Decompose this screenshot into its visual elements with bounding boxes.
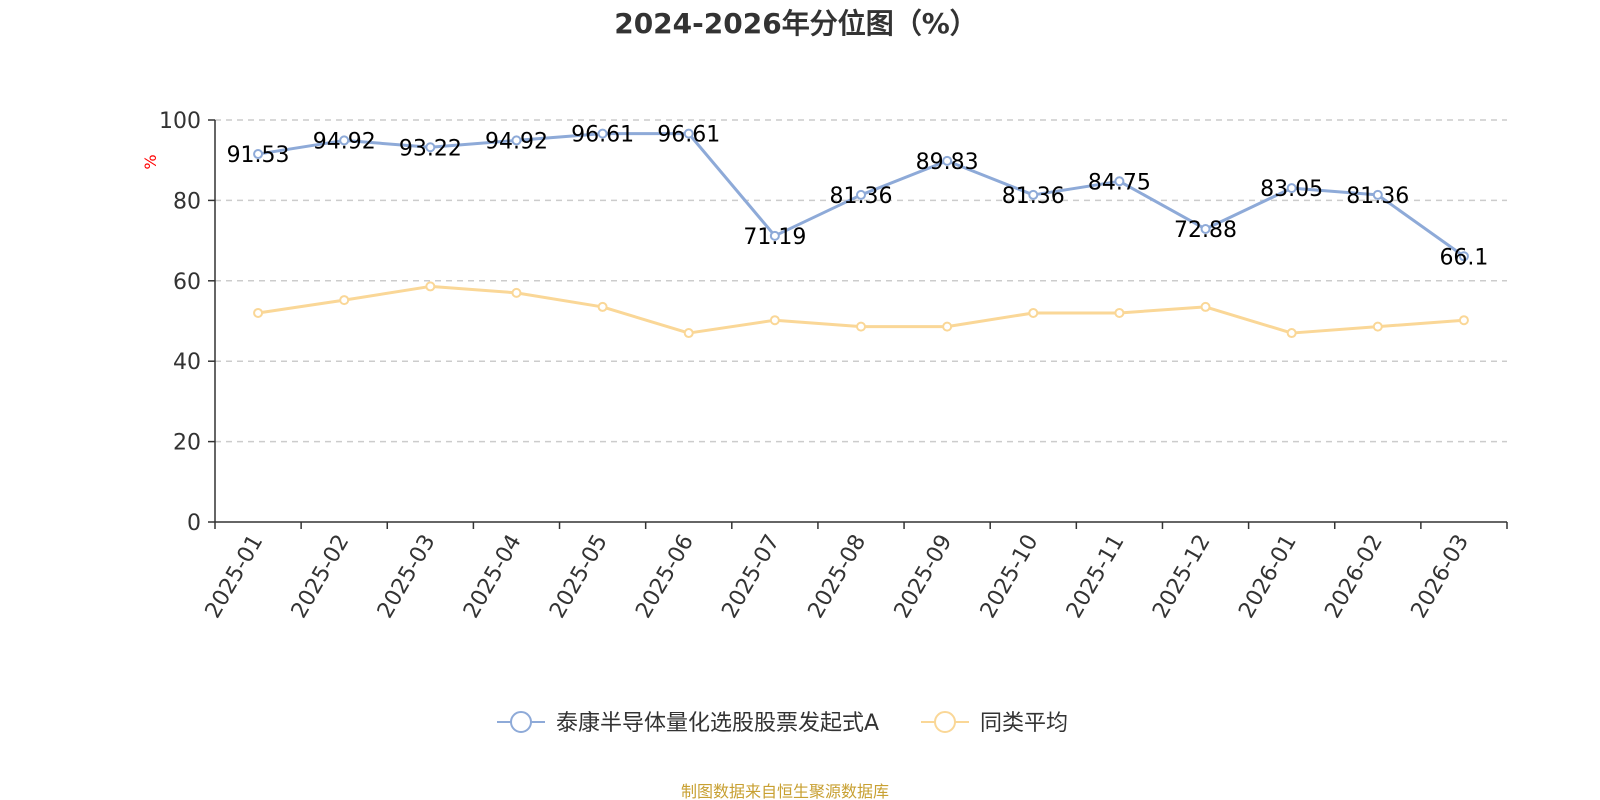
data-point[interactable]	[597, 128, 608, 139]
legend-swatch-marker	[934, 711, 956, 733]
data-point[interactable]	[425, 142, 436, 153]
data-point[interactable]	[253, 307, 264, 318]
data-label: 81.36	[1346, 184, 1409, 209]
x-tick-label: 2025-10	[976, 531, 1044, 623]
data-labels: 91.53 94.92 93.22 94.92 96.61 96.61 71.19 81.36…	[227, 123, 1489, 271]
x-tick-label: 2026-03	[1407, 531, 1475, 623]
legend-item-0[interactable]: 泰康半导体量化选股股票发起式A	[497, 711, 879, 736]
y-tick-label: 0	[187, 511, 201, 536]
data-point[interactable]	[339, 295, 350, 306]
x-tick-label: 2025-01	[201, 531, 269, 623]
data-label: 83.05	[1260, 177, 1323, 202]
x-tick-label: 2026-01	[1234, 531, 1302, 623]
x-tick-label: 2025-09	[890, 530, 958, 622]
data-point[interactable]	[1372, 321, 1383, 332]
data-point[interactable]	[942, 155, 953, 166]
y-tick-label: 100	[159, 109, 201, 134]
legend-swatch-marker	[510, 711, 532, 733]
x-tick-label: 2025-11	[1062, 531, 1130, 623]
data-point[interactable]	[1200, 224, 1211, 235]
data-label: 71.19	[743, 225, 806, 250]
series-layer	[253, 128, 1469, 339]
data-source-note: 制图数据来自恒生聚源数据库	[681, 782, 889, 800]
x-tick-label: 2026-02	[1320, 531, 1388, 623]
y-tick-label: 60	[173, 270, 201, 295]
data-point[interactable]	[769, 230, 780, 241]
legend-item-1[interactable]: 同类平均	[921, 711, 1068, 736]
x-tick-label: 2025-07	[717, 531, 785, 623]
y-tick-label: 40	[173, 350, 201, 375]
data-point[interactable]	[1114, 176, 1125, 187]
x-tick-label: 2025-04	[459, 531, 527, 623]
data-label: 93.22	[399, 136, 462, 161]
data-point[interactable]	[511, 135, 522, 146]
data-label: 66.1	[1439, 245, 1488, 270]
data-point[interactable]	[597, 301, 608, 312]
data-point[interactable]	[1200, 301, 1211, 312]
y-tick-label: 20	[173, 431, 201, 456]
data-label: 94.92	[313, 129, 376, 154]
data-label: 81.36	[830, 184, 893, 209]
data-label: 72.88	[1174, 218, 1237, 243]
data-label: 89.83	[916, 150, 979, 175]
data-point[interactable]	[942, 321, 953, 332]
data-point[interactable]	[856, 321, 866, 332]
legend-label: 同类平均	[980, 711, 1068, 736]
data-point[interactable]	[1458, 315, 1469, 326]
x-tick-label: 2025-05	[545, 531, 613, 623]
legend[interactable]: 泰康半导体量化选股股票发起式A 同类平均	[497, 711, 1068, 736]
data-point[interactable]	[856, 189, 866, 200]
data-point[interactable]	[683, 328, 694, 339]
data-point[interactable]	[425, 281, 436, 292]
data-point[interactable]	[1028, 307, 1039, 318]
data-point[interactable]	[339, 135, 350, 146]
data-point[interactable]	[769, 315, 780, 326]
chart-title: 2024-2026年分位图（%）	[614, 7, 978, 40]
data-point[interactable]	[1028, 189, 1039, 200]
y-axis-label: %	[141, 154, 160, 169]
x-tick-label: 2025-08	[804, 531, 872, 623]
x-tick-label: 2025-12	[1148, 531, 1216, 623]
legend-label: 泰康半导体量化选股股票发起式A	[556, 711, 879, 736]
data-label: 84.75	[1088, 170, 1151, 195]
data-point[interactable]	[683, 128, 694, 139]
data-point[interactable]	[1372, 189, 1383, 200]
data-point[interactable]	[1114, 307, 1125, 318]
data-label: 96.61	[657, 123, 720, 148]
x-tick-label: 2025-02	[287, 531, 355, 623]
data-point[interactable]	[1458, 251, 1469, 262]
data-label: 81.36	[1002, 184, 1065, 209]
grid-lines	[215, 119, 1507, 443]
data-label: 96.61	[571, 123, 634, 148]
x-tick-label: 2025-03	[373, 531, 441, 623]
data-point[interactable]	[511, 287, 522, 298]
data-point[interactable]	[253, 149, 264, 160]
data-label: 91.53	[227, 143, 290, 168]
data-label: 94.92	[485, 129, 548, 154]
data-point[interactable]	[1286, 183, 1297, 194]
data-point[interactable]	[1286, 328, 1297, 339]
y-tick-label: 80	[173, 189, 201, 214]
x-tick-label: 2025-06	[631, 531, 699, 623]
